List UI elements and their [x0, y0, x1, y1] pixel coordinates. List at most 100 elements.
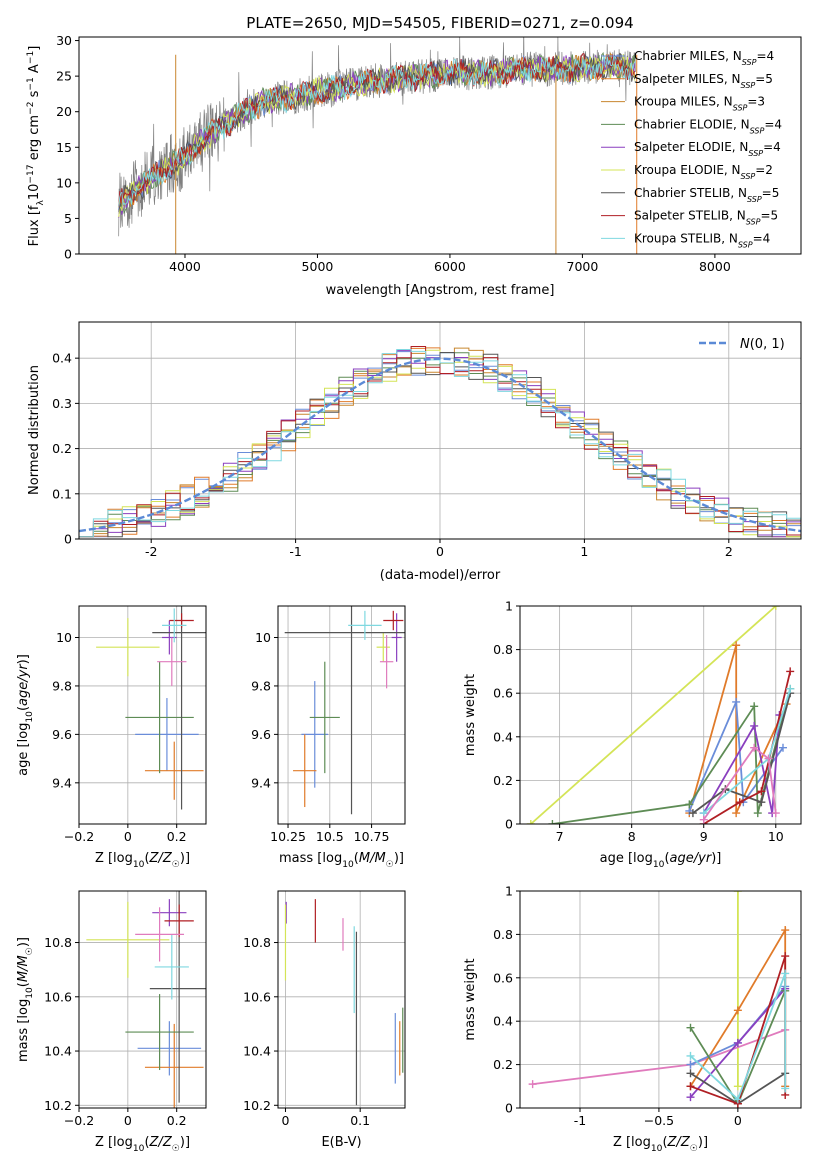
- y-tick-label: 25: [56, 69, 72, 84]
- y-tick-label: 10.8: [243, 935, 271, 950]
- y-axis-label: mass [log10(M/M☉)]: [16, 937, 35, 1062]
- plot-area: [284, 606, 405, 815]
- mass-weight-line: [703, 671, 792, 824]
- plot-area: [96, 606, 206, 810]
- y-tick-label: 9.6: [251, 727, 271, 742]
- mass-weight-marker: [757, 798, 766, 807]
- axes-frame: [78, 890, 207, 1109]
- x-tick-label: 10: [768, 829, 784, 844]
- x-tick-label: 5000: [302, 259, 334, 274]
- x-axis-label: age [log10(age/yr)]: [600, 851, 722, 870]
- y-tick-label: 10.2: [243, 1098, 271, 1113]
- mass-weight-marker: [757, 787, 766, 796]
- mass-weight-marker: [699, 815, 708, 824]
- histogram-step-line: [79, 349, 801, 538]
- y-tick-label: 30: [56, 33, 72, 48]
- mass-weight-marker: [526, 820, 535, 824]
- mass-weight-marker: [764, 754, 773, 763]
- model-spectrum-line: [118, 53, 636, 207]
- mass-weight-marker: [753, 809, 762, 818]
- mass-weight-marker: [771, 809, 780, 818]
- y-axis-label: Flux [fλ10−17 erg cm−2 s−1 A−1]: [26, 46, 46, 247]
- y-tick-label: 0.3: [52, 396, 72, 411]
- y-tick-label: 15: [56, 140, 72, 155]
- y-tick-label: 0.4: [52, 351, 72, 366]
- plot-area: [528, 891, 790, 1108]
- x-tick-label: 10.25: [270, 829, 306, 844]
- y-tick-label: 10: [56, 175, 72, 190]
- legend-label: Salpeter MILES, NSSP=5: [634, 72, 773, 90]
- y-tick-label: 10: [255, 630, 271, 645]
- mass-weight-marker: [733, 1038, 742, 1047]
- mass-weight-marker: [781, 1084, 790, 1093]
- x-axis-label: (data-model)/error: [380, 568, 501, 583]
- y-tick-label: 0: [505, 1101, 513, 1116]
- legend-label: Chabrier ELODIE, NSSP=4: [634, 117, 782, 135]
- mass-weight-marker: [686, 1023, 695, 1032]
- x-tick-label: −0.5: [644, 1113, 674, 1128]
- mass-weight-marker: [771, 606, 780, 610]
- y-tick-label: 10.2: [44, 1098, 72, 1113]
- y-tick-label: 9.4: [251, 775, 271, 790]
- x-tick-label: 2: [725, 544, 733, 559]
- mass-weight-marker: [732, 697, 741, 706]
- axes-frame: [277, 605, 406, 825]
- mass-weight-marker: [750, 702, 759, 711]
- mass-weight-vs-Z-panel: -1 −0.5 0 0 0.2 0.4 0.6 0.8 1 Z [log10(Z/Z☉)] mass…: [463, 884, 802, 1154]
- x-tick-label: 0: [281, 1113, 289, 1128]
- mass-weight-marker: [781, 926, 790, 935]
- y-tick-label: 10.6: [243, 989, 271, 1004]
- x-axis-label: Z [log10(Z/Z☉)]: [95, 851, 190, 870]
- y-tick-label: 9.8: [52, 678, 72, 693]
- plot-area: [526, 606, 795, 824]
- age-vs-mass-panel: 10.25 10.5 10.75 9.4 9.6 9.8 10 mass [log10(M/M…: [251, 605, 406, 870]
- y-tick-label: 0.6: [493, 686, 513, 701]
- mass-weight-line: [692, 692, 792, 814]
- mass-weight-marker: [733, 1095, 742, 1104]
- x-tick-label: 8: [628, 829, 636, 844]
- y-axis-label: Normed distribution: [27, 365, 42, 495]
- x-tick-label: 9: [700, 829, 708, 844]
- x-tick-label: 0: [124, 1113, 132, 1128]
- x-tick-label: −0.2: [64, 829, 94, 844]
- legend-label: Salpeter ELODIE, NSSP=4: [634, 140, 781, 158]
- y-tick-label: 9.8: [251, 678, 271, 693]
- mass-weight-line: [689, 973, 787, 1101]
- legend-label: Chabrier MILES, NSSP=4: [634, 49, 774, 67]
- mass-weight-line: [702, 746, 777, 821]
- panels: 4000 5000 6000 7000 8000051015202530Chabrier…: [16, 33, 802, 1154]
- x-axis-label: Z [log10(Z/Z☉)]: [613, 1135, 708, 1154]
- y-tick-label: 10.4: [243, 1044, 271, 1059]
- normal-curve-line: [79, 357, 801, 533]
- x-tick-label: 10.75: [354, 829, 390, 844]
- x-tick-label: -1: [289, 544, 301, 559]
- y-tick-label: 0.8: [493, 642, 513, 657]
- mass-weight-marker: [750, 721, 759, 730]
- mass-weight-marker: [685, 800, 694, 809]
- y-tick-label: 10.6: [44, 989, 72, 1004]
- y-tick-label: 9.4: [52, 775, 72, 790]
- y-tick-label: 10: [56, 630, 72, 645]
- mass-weight-marker: [733, 1006, 742, 1015]
- mass-weight-marker: [786, 684, 795, 693]
- y-tick-label: 0.6: [493, 970, 513, 985]
- y-tick-label: 1: [505, 599, 513, 614]
- mass-weight-marker: [735, 798, 744, 807]
- y-tick-label: 0.4: [493, 1014, 513, 1029]
- figure-title: PLATE=2650, MJD=54505, FIBERID=0271, z=0…: [246, 14, 633, 32]
- x-tick-label: 7: [556, 829, 564, 844]
- y-tick-label: 0.2: [493, 773, 513, 788]
- legend-label: Kroupa MILES, NSSP=3: [634, 95, 765, 113]
- mass-weight-marker: [528, 1080, 537, 1089]
- plot-area: [284, 899, 404, 1106]
- mass-weight-marker: [750, 743, 759, 752]
- legend-label: Kroupa STELIB, NSSP=4: [634, 231, 770, 249]
- legend-label: N(0, 1): [740, 337, 785, 352]
- x-tick-label: -2: [145, 544, 157, 559]
- y-tick-label: 0.2: [493, 1057, 513, 1072]
- plot-area: [118, 37, 638, 254]
- x-tick-label: 4000: [169, 259, 201, 274]
- legend-label: Salpeter STELIB, NSSP=5: [634, 209, 778, 227]
- x-tick-label: 0.1: [350, 1113, 370, 1128]
- histogram-step-line: [79, 352, 801, 538]
